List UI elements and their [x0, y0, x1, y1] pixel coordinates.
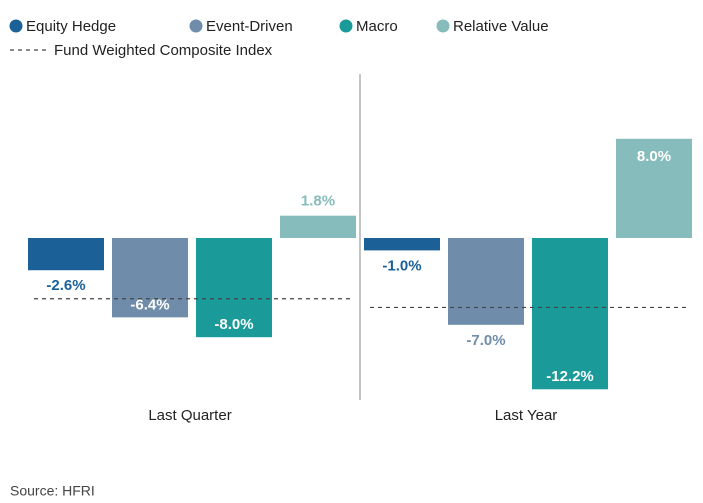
data-label: -7.0%	[466, 332, 505, 349]
legend-label: Macro	[356, 18, 398, 35]
legend-label: Event-Driven	[206, 18, 293, 35]
bar	[448, 238, 524, 325]
bar	[112, 238, 188, 318]
legend-swatch	[9, 19, 23, 33]
x-tick-label: Last Year	[495, 407, 558, 424]
bar	[532, 238, 608, 390]
legend-label: Equity Hedge	[26, 18, 116, 35]
source: Source: HFRI	[10, 483, 95, 499]
x-tick-label: Last Quarter	[148, 407, 231, 424]
bar	[616, 138, 692, 238]
data-label: 8.0%	[637, 148, 671, 165]
bar	[196, 238, 272, 338]
data-label: 1.8%	[301, 193, 335, 210]
data-label: -8.0%	[214, 316, 253, 333]
bar	[280, 215, 356, 238]
data-label: -2.6%	[46, 277, 85, 294]
legend-label: Fund Weighted Composite Index	[54, 42, 273, 59]
legend-label: Relative Value	[453, 18, 549, 35]
data-label: -1.0%	[382, 257, 421, 274]
data-label: -12.2%	[546, 368, 594, 385]
bar	[28, 238, 104, 271]
legend-swatch	[189, 19, 203, 33]
data-label: -6.4%	[130, 296, 169, 313]
legend-swatch	[339, 19, 353, 33]
legend-swatch	[436, 19, 450, 33]
bar	[364, 238, 440, 251]
